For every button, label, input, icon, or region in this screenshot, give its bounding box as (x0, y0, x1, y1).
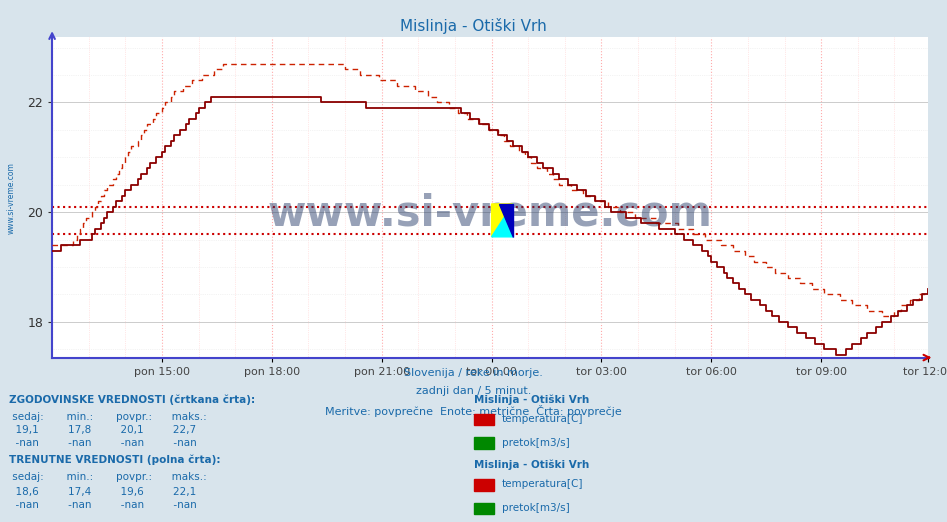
Text: 18,6         17,4         19,6         22,1: 18,6 17,4 19,6 22,1 (9, 487, 197, 496)
Text: Meritve: povprečne  Enote: metrične  Črta: povprečje: Meritve: povprečne Enote: metrične Črta:… (325, 405, 622, 417)
Polygon shape (491, 204, 513, 237)
Polygon shape (499, 204, 513, 237)
Text: Slovenija / reke in morje.: Slovenija / reke in morje. (404, 368, 543, 378)
Text: temperatura[C]: temperatura[C] (502, 479, 583, 490)
Text: sedaj:       min.:       povpr.:      maks.:: sedaj: min.: povpr.: maks.: (9, 412, 207, 422)
Text: 19,1         17,8         20,1         22,7: 19,1 17,8 20,1 22,7 (9, 425, 197, 435)
Text: pretok[m3/s]: pretok[m3/s] (502, 437, 570, 448)
Text: ZGODOVINSKE VREDNOSTI (črtkana črta):: ZGODOVINSKE VREDNOSTI (črtkana črta): (9, 394, 256, 405)
Text: Mislinja - Otiški Vrh: Mislinja - Otiški Vrh (474, 459, 589, 470)
Text: -nan         -nan         -nan         -nan: -nan -nan -nan -nan (9, 438, 197, 448)
Text: temperatura[C]: temperatura[C] (502, 414, 583, 424)
Text: Mislinja - Otiški Vrh: Mislinja - Otiški Vrh (401, 18, 546, 34)
Text: sedaj:       min.:       povpr.:      maks.:: sedaj: min.: povpr.: maks.: (9, 472, 207, 482)
Text: -nan         -nan         -nan         -nan: -nan -nan -nan -nan (9, 500, 197, 509)
Text: TRENUTNE VREDNOSTI (polna črta):: TRENUTNE VREDNOSTI (polna črta): (9, 454, 221, 465)
Text: zadnji dan / 5 minut.: zadnji dan / 5 minut. (416, 386, 531, 396)
Text: www.si-vreme.com: www.si-vreme.com (7, 162, 16, 234)
Text: Mislinja - Otiški Vrh: Mislinja - Otiški Vrh (474, 394, 589, 405)
Polygon shape (491, 204, 513, 237)
Text: www.si-vreme.com: www.si-vreme.com (268, 192, 712, 234)
Text: pretok[m3/s]: pretok[m3/s] (502, 503, 570, 513)
